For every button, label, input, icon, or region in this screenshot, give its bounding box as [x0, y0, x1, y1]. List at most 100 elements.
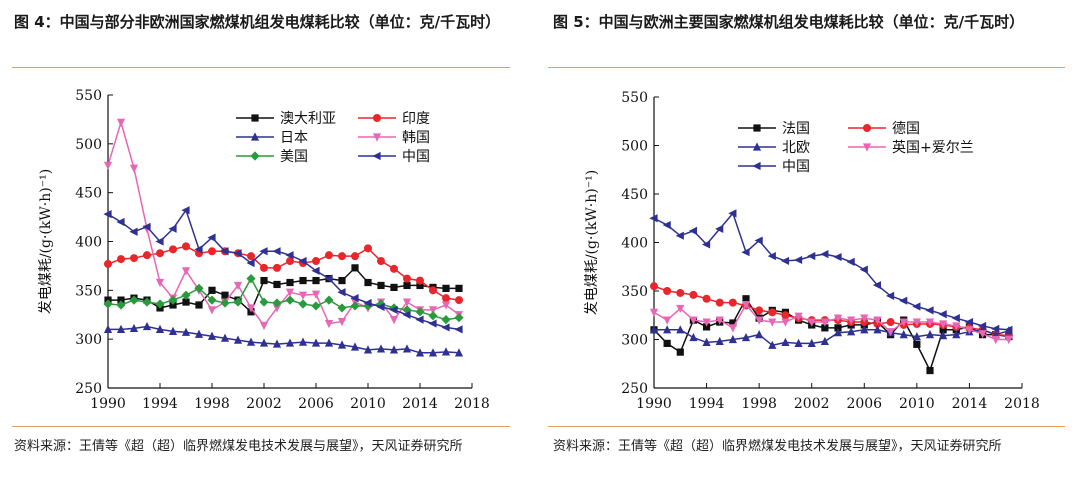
data-point: [1004, 335, 1013, 345]
data-point: [156, 249, 164, 258]
data-point: [312, 276, 320, 285]
data-point: [221, 291, 229, 299]
legend-label: 韩国: [402, 130, 430, 146]
data-point: [860, 325, 869, 334]
data-point: [182, 298, 190, 306]
data-point: [181, 267, 191, 276]
data-point: [402, 310, 411, 319]
data-point: [338, 276, 346, 285]
data-point: [885, 291, 895, 300]
data-point: [324, 295, 334, 305]
data-point: [728, 334, 737, 344]
source-note: 资料来源：王倩等《超（超）临界燃煤发电技术发展与展望》，天风证券研究所: [553, 439, 1002, 454]
data-point: [663, 287, 672, 295]
data-point: [116, 324, 126, 333]
data-point: [104, 259, 112, 268]
data-point: [416, 276, 424, 285]
data-point: [965, 326, 974, 335]
legend-label: 北欧: [782, 140, 810, 156]
data-point: [181, 327, 191, 336]
legend-label: 德国: [892, 121, 920, 137]
data-point: [364, 278, 372, 287]
data-point: [168, 295, 178, 305]
data-point: [337, 303, 347, 313]
y-tick-label: 450: [621, 187, 648, 203]
y-axis-label: 发电煤耗/(g·(kW·h)⁻¹): [584, 170, 600, 315]
data-point: [702, 323, 711, 331]
data-point: [220, 298, 230, 308]
legend-label: 英国+爱尔兰: [892, 139, 974, 156]
data-point: [324, 338, 334, 347]
data-point: [834, 324, 842, 332]
y-tick-label: 400: [75, 235, 102, 251]
x-tick-label: 2014: [402, 396, 438, 412]
data-point: [820, 336, 829, 346]
data-point: [767, 251, 776, 261]
series-line: [108, 266, 459, 314]
series-line: [653, 303, 1009, 341]
data-point: [129, 227, 138, 236]
data-point: [220, 247, 229, 256]
data-point: [194, 283, 204, 293]
data-point: [338, 252, 346, 261]
series-4: [649, 209, 1013, 334]
data-point: [272, 298, 282, 308]
x-tick-label: 1994: [689, 396, 725, 412]
data-point: [194, 245, 203, 254]
data-point: [926, 366, 934, 375]
data-point: [168, 224, 177, 233]
data-point: [311, 338, 321, 347]
data-point: [807, 318, 816, 327]
data-point: [207, 306, 217, 315]
data-point: [428, 319, 437, 328]
data-point: [285, 338, 295, 347]
data-point: [429, 286, 437, 295]
data-point: [325, 251, 333, 260]
data-point: [702, 294, 711, 303]
data-point: [312, 257, 320, 266]
data-point: [103, 210, 112, 219]
data-point: [285, 251, 294, 260]
data-point: [441, 301, 451, 310]
legend-marker: [373, 114, 381, 122]
data-point: [272, 339, 282, 348]
data-point: [728, 324, 737, 333]
legend-label: 中国: [402, 149, 430, 165]
legend-label: 印度: [402, 111, 430, 127]
data-point: [208, 247, 216, 256]
data-point: [273, 263, 281, 272]
figure-4-panel: 图 4：中国与部分非欧洲国家燃煤机组发电煤耗比较（单位：克/千瓦时） 250 30…: [0, 0, 515, 493]
data-point: [403, 274, 411, 283]
data-point: [454, 325, 463, 334]
legend-label: 日本: [280, 130, 308, 146]
x-tick-label: 2018: [1004, 396, 1040, 412]
data-point: [676, 325, 685, 334]
series-3: [103, 118, 464, 331]
data-point: [337, 317, 347, 327]
data-point: [650, 282, 658, 291]
data-point: [233, 281, 243, 291]
data-point: [925, 330, 935, 339]
data-point: [715, 316, 724, 325]
legend-marker: [251, 114, 259, 122]
data-point: [182, 242, 190, 251]
data-point: [675, 231, 684, 240]
data-point: [195, 301, 203, 309]
x-tick-label: 1994: [142, 396, 178, 412]
data-point: [207, 233, 216, 242]
data-point: [442, 284, 450, 292]
data-point: [389, 345, 399, 354]
data-point: [442, 294, 450, 303]
data-point: [807, 251, 816, 261]
data-point: [337, 340, 347, 349]
data-point: [859, 265, 868, 274]
data-point: [755, 306, 764, 315]
data-point: [912, 318, 921, 327]
series-5: [103, 206, 463, 334]
data-point: [155, 278, 165, 288]
data-point: [377, 281, 385, 290]
data-point: [311, 266, 320, 275]
data-point: [129, 164, 139, 173]
data-point: [807, 338, 816, 347]
x-tick-label: 1990: [636, 396, 672, 412]
